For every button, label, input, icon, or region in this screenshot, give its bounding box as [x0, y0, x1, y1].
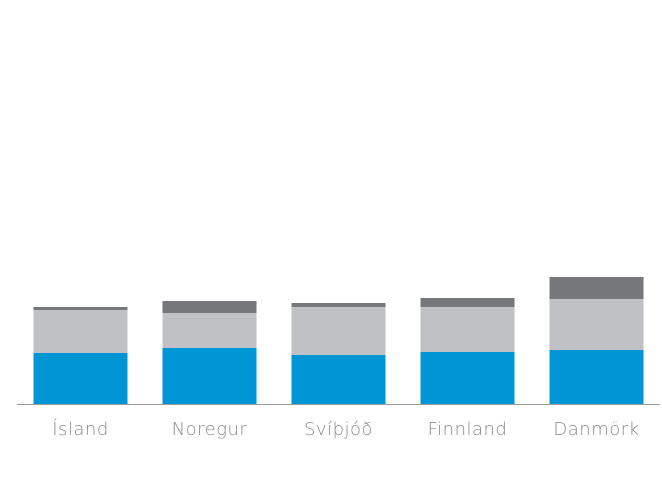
x-tick-label: Svíþjóð [304, 419, 373, 440]
bar-segment [549, 277, 644, 299]
bar-segment [162, 301, 257, 313]
bar-segment [162, 313, 257, 348]
bar-segment [291, 303, 386, 307]
x-tick-label: Finnland [428, 419, 508, 440]
bar-segment [162, 348, 257, 404]
bar-segment [420, 307, 515, 352]
bar-segment [549, 350, 644, 404]
bar-segment [33, 353, 128, 404]
x-tick-label: Ísland [52, 418, 109, 440]
bar-segment [291, 307, 386, 355]
bar-segment [33, 310, 128, 353]
bar-segment [33, 307, 128, 310]
bar-segment [420, 298, 515, 307]
x-tick-label: Noregur [172, 419, 248, 440]
x-tick-label: Danmörk [553, 419, 639, 440]
bar-segment [291, 355, 386, 404]
bar-segment [549, 299, 644, 350]
bar-segment [420, 352, 515, 404]
